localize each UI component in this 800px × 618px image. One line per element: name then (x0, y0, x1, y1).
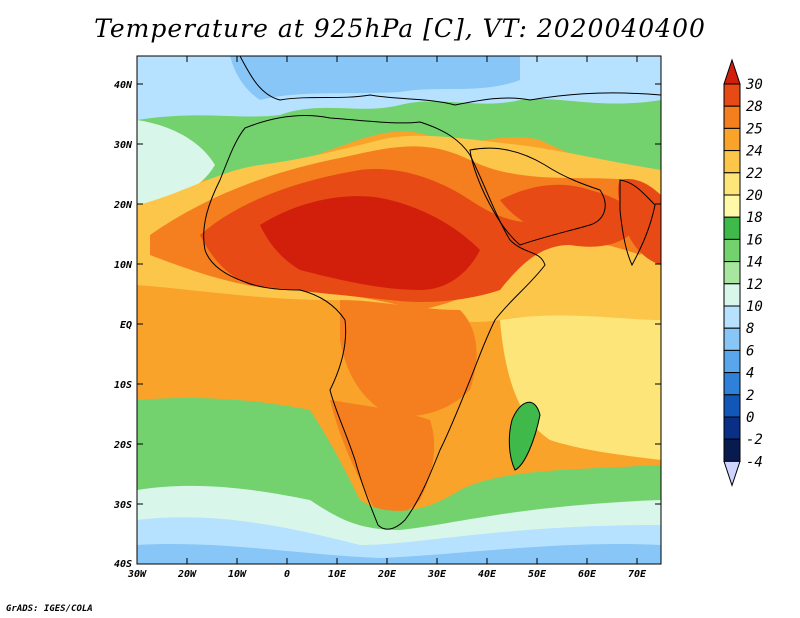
map-frame (136, 55, 662, 565)
colorbar-swatch (723, 172, 741, 196)
colorbar-label: 10 (746, 299, 763, 315)
lon-label: 30E (427, 569, 447, 580)
colorbar-label: 2 (746, 388, 754, 404)
colorbar-swatch (723, 127, 741, 152)
lon-label: 0 (284, 569, 290, 580)
colorbar-swatch (723, 238, 741, 263)
temperature-field (137, 56, 661, 564)
chad-sudan-deep (260, 196, 480, 290)
colorbar-swatch (723, 194, 741, 218)
colorbar-label: 22 (746, 166, 763, 182)
lon-label: 50E (528, 569, 547, 580)
madagascar-coastline (508, 402, 541, 471)
colorbar-top-arrow (723, 58, 741, 85)
colorbar-label: 24 (746, 144, 763, 160)
colorbar-label: 8 (746, 321, 754, 337)
colorbar-label: -4 (746, 454, 763, 470)
colorbar-swatch (723, 438, 741, 462)
coastlines (203, 56, 661, 530)
lon-label: 20E (377, 569, 397, 580)
colorbar-bottom-arrow (723, 460, 741, 487)
colorbar-label: 30 (745, 77, 763, 93)
indian-ocean-yellow (500, 315, 661, 460)
lat-label: 30N (113, 140, 133, 151)
colorbar-swatch (723, 150, 741, 174)
colorbar-label: 12 (746, 277, 763, 293)
lon-label: 20W (177, 569, 197, 580)
longitude-labels: 30W 20W 10W 0 10E 20E 30E 40E 50E 60E 70… (127, 569, 647, 580)
southern-cold (137, 543, 661, 564)
colorbar-swatch (723, 216, 741, 240)
lat-label: 20N (113, 200, 133, 211)
colorbar-swatch (723, 283, 741, 307)
colorbar-label: 14 (746, 255, 763, 271)
axis-ticks (136, 56, 661, 565)
colorbar-label: 20 (746, 188, 763, 204)
arabia-hot (500, 184, 640, 237)
colorbar-label: 18 (746, 210, 763, 226)
colorbar-label: -2 (746, 432, 763, 448)
colorbar-label: 16 (746, 232, 763, 248)
colorbar-label: 6 (746, 343, 754, 359)
colorbar-label: 4 (746, 366, 754, 382)
colorbar-label: 28 (746, 99, 763, 115)
arabia-coastline (469, 147, 606, 246)
lon-label: 40E (478, 569, 497, 580)
colorbar-label: 25 (746, 121, 763, 137)
lat-label: 20S (113, 440, 132, 451)
colorbar-swatch (723, 305, 741, 329)
india-coastline (619, 179, 656, 267)
equatorial-warm (340, 300, 477, 417)
atlantic-cool (137, 120, 215, 205)
lon-label: 10E (328, 569, 347, 580)
europe-coastline (239, 56, 661, 106)
africa-coastline (203, 115, 546, 530)
latitude-labels: 40N 30N 20N 10N EQ 10S 20S 30S 40S (113, 80, 133, 570)
map-title: Temperature at 925hPa [C], VT: 202004040… (94, 14, 706, 43)
lat-label: 10S (114, 380, 132, 391)
colorbar-swatch (723, 416, 741, 440)
colorbar-swatch (723, 372, 741, 396)
lat-label: 30S (113, 500, 132, 511)
lon-label: 10W (228, 569, 247, 580)
colorbar-swatch (723, 394, 741, 418)
lat-label: 10N (114, 260, 133, 271)
colorbar-swatch (723, 83, 741, 107)
madagascar-field (509, 402, 540, 470)
colorbar-swatch (723, 105, 741, 129)
southern-interior (330, 400, 435, 517)
colorbar-swatch (723, 261, 741, 285)
credit-label: GrADS: IGES/COLA (6, 604, 93, 614)
lon-label: 60E (578, 569, 597, 580)
lat-label: EQ (120, 320, 132, 331)
europe-cold (230, 56, 520, 100)
colorbar-swatch (723, 327, 741, 351)
lon-label: 30W (127, 569, 147, 580)
colorbar-label: 0 (746, 410, 754, 426)
lon-label: 70E (628, 569, 647, 580)
colorbar-swatch (723, 349, 741, 374)
lat-label: 40N (114, 80, 133, 91)
lat-label: 40S (114, 559, 132, 570)
